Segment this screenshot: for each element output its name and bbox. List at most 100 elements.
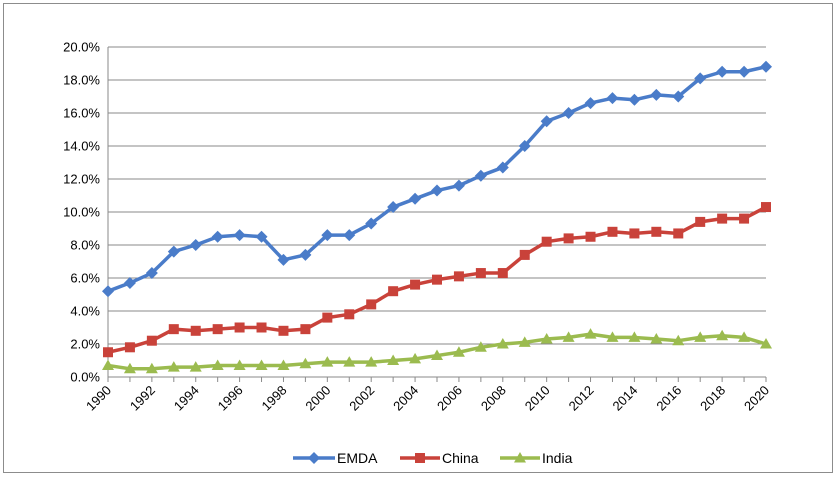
data-point-india [255, 359, 268, 370]
legend-item-china: China [400, 450, 479, 466]
data-point-india [365, 356, 378, 367]
data-point-emda [123, 276, 136, 289]
data-point-emda [299, 248, 312, 261]
legend-marker [308, 452, 320, 464]
data-point-india [452, 346, 465, 357]
data-point-india [760, 338, 772, 349]
data-point-emda [365, 217, 378, 230]
series-group [102, 60, 772, 374]
data-point-emda [255, 230, 268, 243]
y-tick-label: 8.0% [70, 238, 100, 253]
data-point-emda [540, 115, 553, 128]
data-point-emda [716, 65, 729, 78]
x-tick-label: 2006 [434, 383, 465, 414]
data-point-emda [738, 65, 751, 78]
data-point-india [496, 338, 509, 349]
data-point-china [388, 286, 399, 297]
data-point-china [629, 228, 640, 239]
data-point-emda [474, 169, 487, 182]
data-point-india [562, 331, 575, 342]
data-point-china [453, 271, 464, 282]
y-tick-label: 16.0% [63, 106, 100, 121]
series-india [102, 328, 772, 374]
data-point-emda [518, 140, 531, 152]
data-point-india [738, 331, 751, 342]
data-point-china [103, 347, 113, 358]
y-tick-label: 6.0% [70, 271, 100, 286]
data-point-emda [584, 97, 597, 110]
data-point-china [168, 324, 179, 335]
series-china [103, 202, 771, 358]
data-point-india [123, 362, 136, 374]
data-point-emda [343, 229, 356, 242]
data-point-india [716, 329, 729, 341]
legend-item-india: India [500, 450, 573, 466]
data-point-emda [562, 107, 575, 119]
data-point-emda [102, 285, 114, 298]
data-point-china [278, 325, 289, 336]
data-point-china [717, 213, 728, 224]
x-tick-label: 2010 [522, 383, 553, 414]
data-point-emda [650, 88, 663, 101]
data-point-india [584, 328, 597, 339]
data-point-emda [321, 229, 334, 242]
x-tick-label: 2012 [566, 383, 597, 414]
data-point-china [541, 236, 552, 247]
data-point-china [651, 226, 662, 237]
data-point-emda [409, 192, 422, 205]
y-tick-label: 20.0% [63, 40, 100, 55]
data-point-india [694, 331, 707, 342]
data-point-emda [233, 229, 246, 242]
data-point-china [344, 309, 355, 320]
data-point-india [387, 354, 400, 365]
x-tick-label: 2018 [697, 383, 728, 414]
data-point-india [540, 333, 553, 344]
data-point-emda [452, 179, 465, 192]
y-tick-label: 14.0% [63, 139, 100, 154]
data-point-china [432, 274, 442, 285]
data-point-india [606, 331, 619, 342]
legend-marker [514, 452, 526, 463]
data-point-china [739, 213, 750, 224]
data-point-china [300, 324, 311, 335]
legend-label: China [442, 450, 479, 466]
data-point-china [761, 202, 771, 213]
data-point-china [322, 312, 333, 323]
legend: EMDA China India [293, 450, 573, 466]
y-tick-label: 10.0% [63, 205, 100, 220]
data-point-india [672, 334, 685, 346]
data-point-india [474, 341, 487, 352]
data-point-india [102, 359, 114, 370]
y-tick-label: 18.0% [63, 73, 100, 88]
data-point-india [321, 356, 334, 367]
x-tick-label: 2020 [741, 383, 772, 414]
data-point-china [519, 249, 530, 260]
data-point-china [563, 233, 574, 244]
y-tick-labels: 0.0% 2.0% 4.0% 6.0% 8.0% 10.0% 12.0% 14.0% 16.0%… [63, 40, 100, 385]
x-tick-label: 1996 [215, 383, 246, 414]
data-point-india [431, 349, 443, 361]
series-emda [102, 60, 772, 298]
data-point-india [343, 356, 356, 367]
data-point-india [650, 333, 663, 344]
data-point-china [497, 268, 508, 279]
x-tick-label: 2002 [346, 383, 377, 414]
data-point-india [211, 359, 224, 370]
data-point-china [190, 325, 201, 336]
data-point-india [409, 352, 422, 364]
data-point-emda [496, 161, 509, 174]
data-point-emda [167, 245, 180, 258]
data-point-emda [387, 201, 400, 214]
data-point-china [212, 324, 223, 335]
data-point-china [585, 231, 596, 242]
data-point-india [145, 362, 158, 374]
data-point-china [695, 216, 706, 227]
y-tick-label: 2.0% [70, 337, 100, 352]
data-point-emda [694, 72, 707, 85]
y-tick-label: 0.0% [70, 370, 100, 385]
data-point-india [233, 359, 246, 370]
data-point-china [124, 342, 135, 353]
x-tick-label: 2016 [653, 383, 684, 414]
data-point-emda [628, 93, 641, 106]
